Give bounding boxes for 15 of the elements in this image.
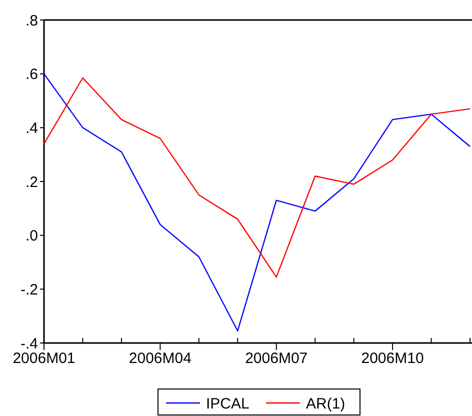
line-series — [43, 73, 471, 332]
y-tick-label: -.4 — [20, 335, 38, 352]
x-tick-label: 2006M01 — [12, 350, 76, 367]
legend-label: AR(1) — [306, 395, 346, 412]
line-series — [43, 77, 471, 278]
y-tick-label: .8 — [25, 12, 38, 30]
x-tick-label: 2006M10 — [361, 350, 424, 367]
legend-label: IPCAL — [206, 395, 250, 412]
y-tick-label: .0 — [25, 228, 38, 245]
y-tick-label: -.2 — [20, 281, 38, 298]
y-tick-label: .6 — [25, 66, 38, 84]
y-tick-label: .2 — [25, 174, 38, 191]
x-tick-label: 2006M04 — [128, 350, 192, 367]
x-tick-label: 2006M07 — [245, 350, 308, 367]
y-tick-label: .4 — [25, 120, 38, 137]
